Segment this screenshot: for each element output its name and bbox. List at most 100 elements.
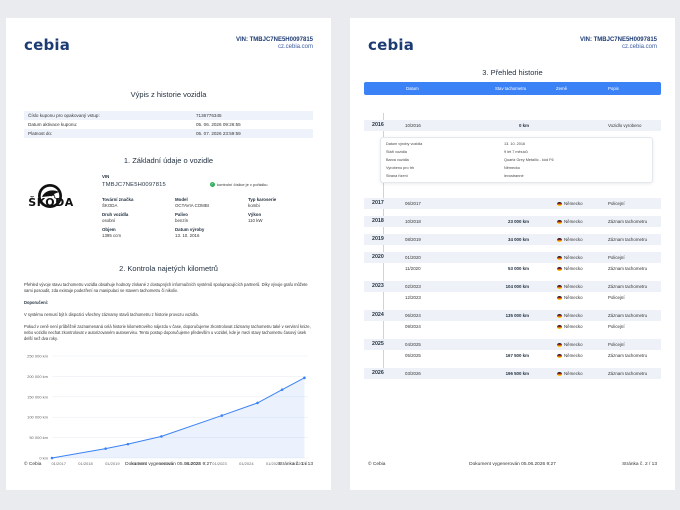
detail-label: Vyrobeno pro trh xyxy=(386,166,415,170)
mileage-chart: 0 km 50 000 km 100 000 km 150 000 km 200 000… xyxy=(27,354,308,466)
history-row: 2016 10/2016 0 km Vozidlo vyrobeno xyxy=(364,120,661,131)
x-tick-label: 01/2021 xyxy=(159,461,174,466)
x-tick-label: 01/2022 xyxy=(185,461,200,466)
history-year: 2020 xyxy=(372,254,384,260)
y-tick-label: 0 km xyxy=(39,456,48,461)
germany-flag-icon xyxy=(557,313,562,318)
history-odometer: 23 000 km xyxy=(508,219,529,224)
recommendation-text-1: V systému nemusí být k dispozici všechny… xyxy=(24,312,199,317)
vin-check-text: kontrolní číslice je v pořádku xyxy=(217,182,268,187)
header-site-link[interactable]: cz.cebia.com xyxy=(621,44,657,50)
germany-flag-icon xyxy=(557,342,562,347)
skoda-logo-icon xyxy=(38,184,62,208)
page-footer: © Cebia Dokument vygenerován 05.06.2026 … xyxy=(24,462,313,467)
page-title: Výpis z historie vozidla xyxy=(130,90,207,99)
detail-label: Barva vozidla xyxy=(386,158,409,162)
history-row: 12/2023 Německo Policejní xyxy=(364,292,661,303)
section-basic-info-title: 1. Základní údaje o vozidle xyxy=(123,156,214,165)
coupon-row: Číslo kuponu pro opakovaný vstup: 713677… xyxy=(24,111,313,120)
x-tick-label: 01/2019 xyxy=(105,461,120,466)
history-country: Německo xyxy=(557,310,583,321)
cebia-logo[interactable]: cebia xyxy=(368,36,414,54)
detail-value: Německo xyxy=(504,166,521,170)
history-odometer: 0 km xyxy=(518,123,529,128)
header-site-link[interactable]: cz.cebia.com xyxy=(277,44,313,50)
x-tick-label: 01/2020 xyxy=(132,461,147,466)
history-event: Policejní xyxy=(608,324,625,329)
history-country-text: Německo xyxy=(564,342,583,347)
cebia-logo[interactable]: cebia xyxy=(24,36,70,54)
x-tick-label: 01/2026 xyxy=(293,461,308,466)
history-row: 2023 02/2023 104 000 km Německo Záznam tacho… xyxy=(364,281,661,292)
history-title: 3. Přehled historie xyxy=(482,68,543,77)
history-country-text: Německo xyxy=(564,219,583,224)
history-country: Německo xyxy=(557,263,583,274)
data-point xyxy=(160,435,163,438)
field-value-brand: ŠKODA xyxy=(102,203,118,208)
germany-flag-icon xyxy=(557,255,562,260)
germany-flag-icon xyxy=(557,324,562,329)
history-date: 04/2025 xyxy=(405,342,421,347)
mileage-intro-text: Přehled vývoje stavu tachometru vozidla … xyxy=(24,282,308,293)
detail-row: Stáří vozidla 9 let 7 měsíců xyxy=(386,149,647,156)
activation-row: Datum aktivace kuponu: 05. 06. 2026 09:2… xyxy=(24,120,313,129)
history-event: Policejní xyxy=(608,255,625,260)
detail-row: Datum výroby vozidla 13. 10. 2016 xyxy=(386,141,647,148)
detail-label: Stáří vozidla xyxy=(386,150,407,154)
germany-flag-icon xyxy=(557,219,562,224)
history-country-text: Německo xyxy=(564,266,583,271)
x-tick-label: 01/2017 xyxy=(51,461,66,466)
footer-generated: Dokument vygenerován 05.06.2026 9:27 xyxy=(125,462,212,467)
history-event: Záznam tachometru xyxy=(608,353,648,358)
header-vin: VIN: TMBJC7NE5H0097815 xyxy=(579,37,657,43)
history-row: 2017 06/2017 Německo Policejní xyxy=(364,198,661,209)
data-point xyxy=(256,401,259,405)
history-country-text: Německo xyxy=(564,201,583,206)
history-year: 2026 xyxy=(372,370,384,376)
field-value-fuel: benzín xyxy=(175,218,189,223)
y-tick-label: 200 000 km xyxy=(27,374,49,379)
footer-page-number: Stránka č. 1 / 13 xyxy=(278,462,313,467)
detail-row: Vyrobeno pro trh Německo xyxy=(386,165,647,172)
history-country-text: Německo xyxy=(564,371,583,376)
field-value-body: kombi xyxy=(248,203,260,208)
history-year: 2025 xyxy=(372,341,384,347)
y-tick-label: 250 000 km xyxy=(27,354,49,359)
history-year: 2016 xyxy=(372,122,384,128)
vin-check: ✓ kontrolní číslice je v pořádku xyxy=(210,182,268,188)
history-year: 2018 xyxy=(372,218,384,224)
field-label-power: Výkon xyxy=(248,212,262,217)
data-point xyxy=(280,388,284,391)
x-tick-label: 01/2024 xyxy=(239,461,254,466)
detail-label: Datum výroby vozidla xyxy=(386,142,423,146)
history-country-text: Německo xyxy=(564,324,583,329)
manufacture-detail-card: Datum výroby vozidla 13. 10. 2016 Stáří v… xyxy=(380,137,653,183)
col-description: Popis xyxy=(608,86,619,91)
validity-label: Platnost do: xyxy=(28,131,53,136)
history-date: 12/2023 xyxy=(405,295,421,300)
check-icon: ✓ xyxy=(210,182,215,188)
history-date: 02/2023 xyxy=(405,284,421,289)
field-label-manufacture-date: Datum výroby xyxy=(175,227,205,232)
history-country: Německo xyxy=(557,234,583,245)
history-country-text: Německo xyxy=(564,313,583,318)
logo-text: cebia xyxy=(24,36,71,54)
history-row: 2020 01/2020 Německo Policejní xyxy=(364,252,661,263)
detail-label: Strana řízení xyxy=(386,174,408,178)
field-value-volume: 1395 ccm xyxy=(102,233,122,238)
history-odometer: 135 000 km xyxy=(505,313,529,318)
detail-row: Barva vozidla Quartz Grey Metallic - kód … xyxy=(386,157,647,164)
germany-flag-icon xyxy=(557,266,562,271)
history-country-text: Německo xyxy=(564,284,583,289)
history-row: 2024 06/2024 135 000 km Německo Záznam tacho… xyxy=(364,310,661,321)
col-odometer: Stav tachometru xyxy=(495,86,527,91)
field-label-model: Model xyxy=(175,197,188,202)
field-label-volume: Objem xyxy=(102,227,116,232)
history-event: Záznam tachometru xyxy=(608,371,648,376)
y-tick-label: 150 000 km xyxy=(27,394,49,399)
footer-page-number: Stránka č. 2 / 13 xyxy=(622,462,657,467)
history-event: Policejní xyxy=(608,201,625,206)
history-year: 2017 xyxy=(372,200,384,206)
germany-flag-icon xyxy=(557,284,562,289)
history-date: 08/2019 xyxy=(405,237,421,242)
